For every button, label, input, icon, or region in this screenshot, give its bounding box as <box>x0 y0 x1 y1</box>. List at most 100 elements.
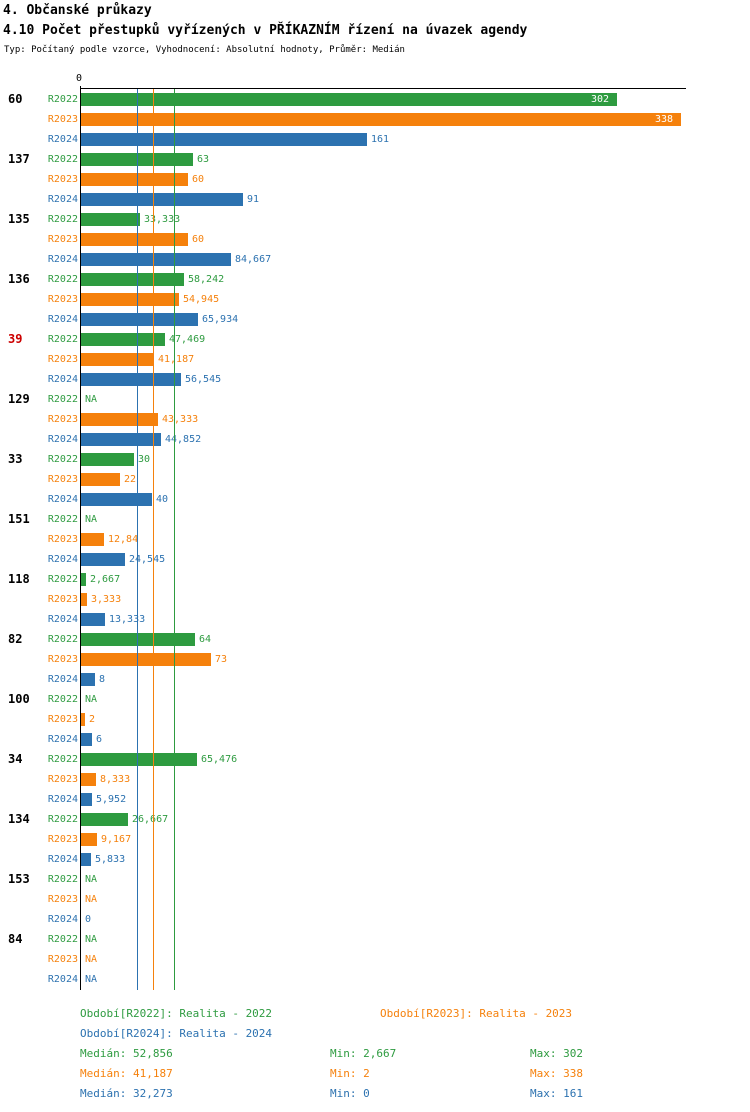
group-id-151: 151 <box>8 512 30 526</box>
year-label-129-r2024: R2024 <box>47 434 78 445</box>
value-label-60-r2022: 302 <box>590 94 609 105</box>
report-meta: Typ: Počítaný podle vzorce, Vyhodnocení:… <box>4 45 405 55</box>
bar-118-r2023 <box>81 593 87 606</box>
value-label-82-r2022: 64 <box>199 634 212 645</box>
median-line-r2024 <box>137 89 138 990</box>
group-id-33: 33 <box>8 452 23 466</box>
bar-129-r2024 <box>81 433 161 446</box>
group-id-129: 129 <box>8 392 30 406</box>
value-label-134-r2023: 9,167 <box>101 834 132 845</box>
year-label-33-r2024: R2024 <box>47 494 78 505</box>
group-id-84: 84 <box>8 932 23 946</box>
bar-82-r2024 <box>81 673 95 686</box>
value-label-129-r2022: NA <box>85 394 98 405</box>
bar-137-r2024 <box>81 193 243 206</box>
year-label-100-r2023: R2023 <box>47 714 78 725</box>
bar-33-r2023 <box>81 473 120 486</box>
value-label-134-r2022: 26,667 <box>132 814 169 825</box>
year-label-100-r2022: R2022 <box>47 694 78 705</box>
bar-136-r2022 <box>81 273 184 286</box>
value-label-100-r2024: 6 <box>96 734 103 745</box>
year-label-134-r2024: R2024 <box>47 854 78 865</box>
group-id-136: 136 <box>8 272 30 286</box>
value-label-137-r2024: 91 <box>247 194 260 205</box>
year-label-136-r2023: R2023 <box>47 294 78 305</box>
year-label-84-r2022: R2022 <box>47 934 78 945</box>
year-label-34-r2024: R2024 <box>47 794 78 805</box>
bar-134-r2024 <box>81 853 91 866</box>
bar-118-r2024 <box>81 613 105 626</box>
stat-max-r2023: Max: 338 <box>530 1067 583 1080</box>
value-label-153-r2022: NA <box>85 874 98 885</box>
bar-118-r2022 <box>81 573 86 586</box>
year-label-34-r2023: R2023 <box>47 774 78 785</box>
year-label-60-r2023: R2023 <box>47 114 78 125</box>
value-label-33-r2023: 22 <box>124 474 137 485</box>
year-label-134-r2023: R2023 <box>47 834 78 845</box>
year-label-118-r2022: R2022 <box>47 574 78 585</box>
bar-134-r2023 <box>81 833 97 846</box>
x-axis-top-line <box>80 88 686 89</box>
year-label-82-r2024: R2024 <box>47 674 78 685</box>
stat-median-r2023: Medián: 41,187 <box>80 1067 173 1080</box>
year-label-118-r2023: R2023 <box>47 594 78 605</box>
stat-max-r2024: Max: 161 <box>530 1087 583 1100</box>
year-label-151-r2023: R2023 <box>47 534 78 545</box>
bar-34-r2022 <box>81 753 197 766</box>
bar-135-r2022 <box>81 213 140 226</box>
year-label-60-r2024: R2024 <box>47 134 78 145</box>
value-label-129-r2023: 43,333 <box>162 414 199 425</box>
year-label-151-r2022: R2022 <box>47 514 78 525</box>
bar-151-r2024 <box>81 553 125 566</box>
year-label-153-r2024: R2024 <box>47 914 78 925</box>
bar-39-r2022 <box>81 333 165 346</box>
bar-137-r2023 <box>81 173 188 186</box>
bar-33-r2022 <box>81 453 134 466</box>
bar-100-r2024 <box>81 733 92 746</box>
value-label-135-r2024: 84,667 <box>235 254 272 265</box>
bar-82-r2023 <box>81 653 211 666</box>
year-label-82-r2022: R2022 <box>47 634 78 645</box>
x-axis-zero-label: 0 <box>76 73 83 84</box>
year-label-135-r2023: R2023 <box>47 234 78 245</box>
group-id-39: 39 <box>8 332 23 346</box>
group-id-135: 135 <box>8 212 30 226</box>
value-label-151-r2024: 24,545 <box>129 554 166 565</box>
stat-median-r2022: Medián: 52,856 <box>80 1047 173 1060</box>
value-label-33-r2024: 40 <box>156 494 169 505</box>
value-label-151-r2022: NA <box>85 514 98 525</box>
bar-60-r2024 <box>81 133 367 146</box>
bar-151-r2023 <box>81 533 104 546</box>
value-label-34-r2024: 5,952 <box>96 794 127 805</box>
bar-136-r2023 <box>81 293 179 306</box>
stat-max-r2022: Max: 302 <box>530 1047 583 1060</box>
bar-39-r2023 <box>81 353 154 366</box>
stat-median-r2024: Medián: 32,273 <box>80 1087 173 1100</box>
year-label-135-r2024: R2024 <box>47 254 78 265</box>
group-id-134: 134 <box>8 812 30 826</box>
value-label-82-r2024: 8 <box>99 674 106 685</box>
value-label-136-r2024: 65,934 <box>202 314 239 325</box>
median-line-r2023 <box>153 89 154 990</box>
value-label-84-r2024: NA <box>85 974 98 985</box>
value-label-134-r2024: 5,833 <box>95 854 126 865</box>
value-label-39-r2024: 56,545 <box>185 374 222 385</box>
year-label-135-r2022: R2022 <box>47 214 78 225</box>
year-label-137-r2024: R2024 <box>47 194 78 205</box>
stat-min-r2024: Min: 0 <box>330 1087 370 1100</box>
stat-min-r2022: Min: 2,667 <box>330 1047 397 1060</box>
median-line-r2022 <box>174 89 175 990</box>
bar-135-r2024 <box>81 253 231 266</box>
value-label-137-r2022: 63 <box>197 154 210 165</box>
value-label-137-r2023: 60 <box>192 174 205 185</box>
bar-33-r2024 <box>81 493 152 506</box>
group-id-82: 82 <box>8 632 23 646</box>
year-label-151-r2024: R2024 <box>47 554 78 565</box>
group-id-100: 100 <box>8 692 30 706</box>
legend-period-r2022: Období[R2022]: Realita - 2022 <box>80 1007 273 1020</box>
year-label-134-r2022: R2022 <box>47 814 78 825</box>
bar-134-r2022 <box>81 813 128 826</box>
value-label-39-r2022: 47,469 <box>169 334 206 345</box>
